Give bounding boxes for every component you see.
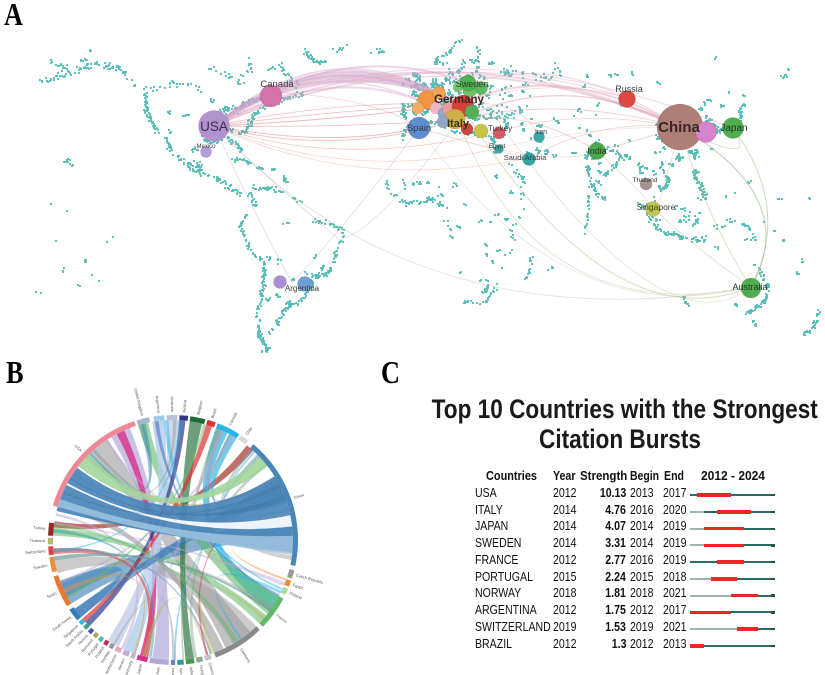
- svg-text:Hungary: Hungary: [199, 664, 207, 675]
- svg-text:USA: USA: [74, 443, 84, 453]
- svg-text:India: India: [189, 666, 195, 675]
- svg-text:Argentina: Argentina: [155, 395, 162, 413]
- svg-text:USA: USA: [200, 119, 228, 134]
- svg-text:Poland: Poland: [94, 646, 105, 659]
- svg-text:Belgium: Belgium: [196, 399, 204, 415]
- svg-text:Thailand: Thailand: [633, 177, 658, 184]
- svg-text:Germany: Germany: [434, 94, 484, 106]
- svg-text:Turkey: Turkey: [33, 525, 45, 531]
- svg-text:Australia: Australia: [170, 396, 175, 412]
- svg-text:Luxembourg: Luxembourg: [121, 660, 133, 675]
- svg-text:Switzerland: Switzerland: [25, 548, 46, 555]
- svg-text:Spain: Spain: [407, 123, 431, 134]
- svg-text:Japan: Japan: [720, 123, 747, 134]
- svg-text:Brazil: Brazil: [210, 408, 218, 419]
- svg-text:Canada: Canada: [260, 79, 294, 90]
- svg-text:Turkey: Turkey: [488, 124, 512, 133]
- svg-text:China: China: [293, 492, 305, 500]
- svg-text:Egypt: Egypt: [489, 143, 506, 150]
- svg-text:Spain: Spain: [46, 590, 57, 599]
- svg-text:Israel: Israel: [171, 668, 176, 675]
- svg-text:Russia: Russia: [615, 84, 643, 94]
- svg-text:Mexico: Mexico: [196, 144, 216, 150]
- svg-text:Canada: Canada: [227, 411, 238, 426]
- svg-text:Singapore: Singapore: [637, 202, 676, 212]
- svg-text:United Kingdom: United Kingdom: [133, 387, 145, 416]
- svg-text:Japan: Japan: [136, 663, 143, 675]
- svg-text:Chile: Chile: [244, 425, 254, 436]
- svg-text:Saudi Arabia: Saudi Arabia: [504, 153, 547, 162]
- svg-text:Egypt: Egypt: [292, 582, 304, 591]
- svg-text:Iran: Iran: [179, 668, 184, 675]
- svg-text:Greece: Greece: [207, 662, 216, 675]
- svg-text:China: China: [658, 119, 700, 136]
- svg-text:Australia: Australia: [732, 282, 767, 292]
- svg-text:France: France: [275, 613, 289, 625]
- svg-text:Germany: Germany: [239, 647, 252, 664]
- svg-text:Sweden: Sweden: [456, 79, 489, 89]
- svg-text:India: India: [587, 146, 607, 156]
- svg-text:Thailand: Thailand: [30, 538, 45, 543]
- svg-text:Finland: Finland: [289, 590, 303, 600]
- svg-text:Argentina: Argentina: [285, 284, 320, 293]
- svg-text:Iran: Iran: [535, 129, 547, 136]
- svg-text:Mexico: Mexico: [117, 656, 127, 670]
- svg-text:Italy: Italy: [447, 118, 470, 130]
- svg-text:Norway: Norway: [100, 649, 111, 663]
- svg-text:Italy: Italy: [155, 667, 161, 675]
- svg-text:Sweden: Sweden: [33, 563, 48, 571]
- svg-text:Austria: Austria: [181, 399, 187, 413]
